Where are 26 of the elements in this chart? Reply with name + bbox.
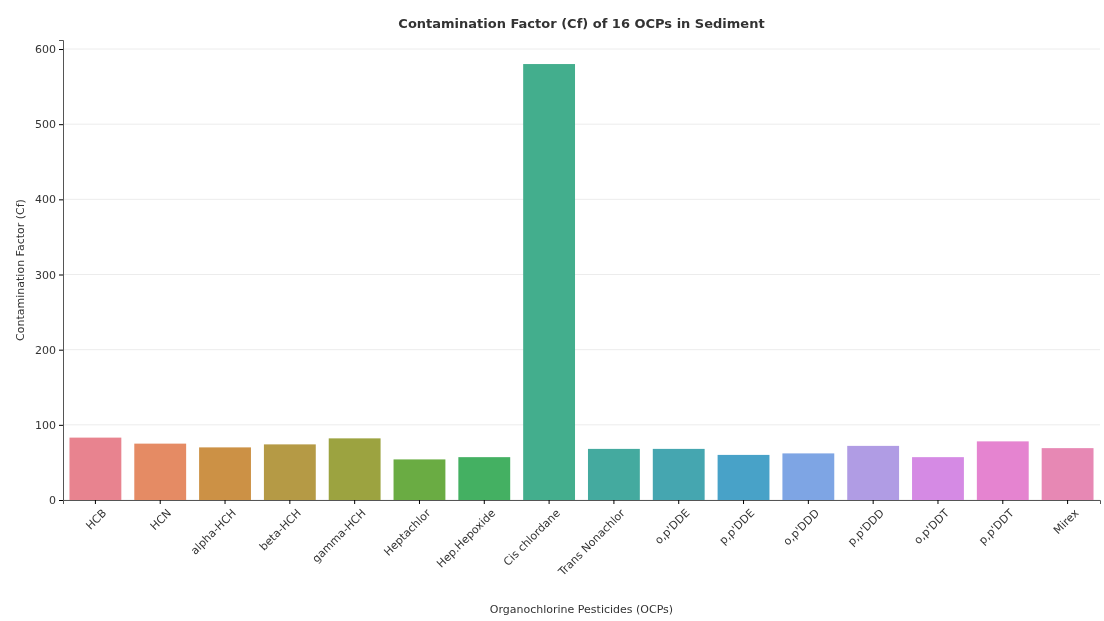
y-axis-title: Contamination Factor (Cf) (14, 199, 27, 341)
bar (717, 454, 770, 500)
bar (263, 444, 316, 500)
y-tick-label: 0 (49, 494, 56, 508)
y-tick-label: 100 (35, 418, 56, 432)
bar (587, 448, 640, 500)
y-tick-label: 600 (35, 43, 56, 57)
bar (847, 445, 900, 500)
chart-title: Contamination Factor (Cf) of 16 OCPs in Sediment (398, 16, 765, 31)
bar (523, 64, 576, 500)
bar (69, 437, 122, 500)
bar (976, 441, 1029, 500)
y-tick-label: 300 (35, 268, 56, 282)
bar (652, 448, 705, 500)
bar (134, 443, 187, 500)
y-tick-label: 400 (35, 193, 56, 207)
bar (199, 447, 251, 500)
bar (912, 457, 964, 500)
bar (782, 453, 835, 500)
y-tick-label: 200 (35, 343, 56, 357)
y-tick-label: 500 (35, 118, 56, 132)
bar (393, 459, 446, 500)
x-axis-title: Organochlorine Pesticides (OCPs) (489, 603, 674, 616)
bar (458, 457, 511, 500)
bar (1041, 448, 1094, 500)
bar (328, 438, 381, 500)
